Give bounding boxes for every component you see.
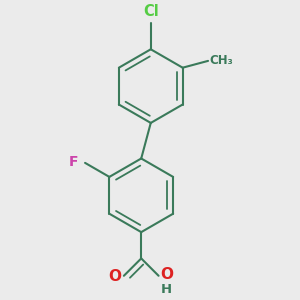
Text: O: O bbox=[160, 267, 173, 282]
Text: F: F bbox=[68, 155, 78, 169]
Text: Cl: Cl bbox=[143, 4, 159, 19]
Text: O: O bbox=[109, 269, 122, 284]
Text: CH₃: CH₃ bbox=[209, 53, 233, 67]
Text: H: H bbox=[161, 283, 172, 296]
